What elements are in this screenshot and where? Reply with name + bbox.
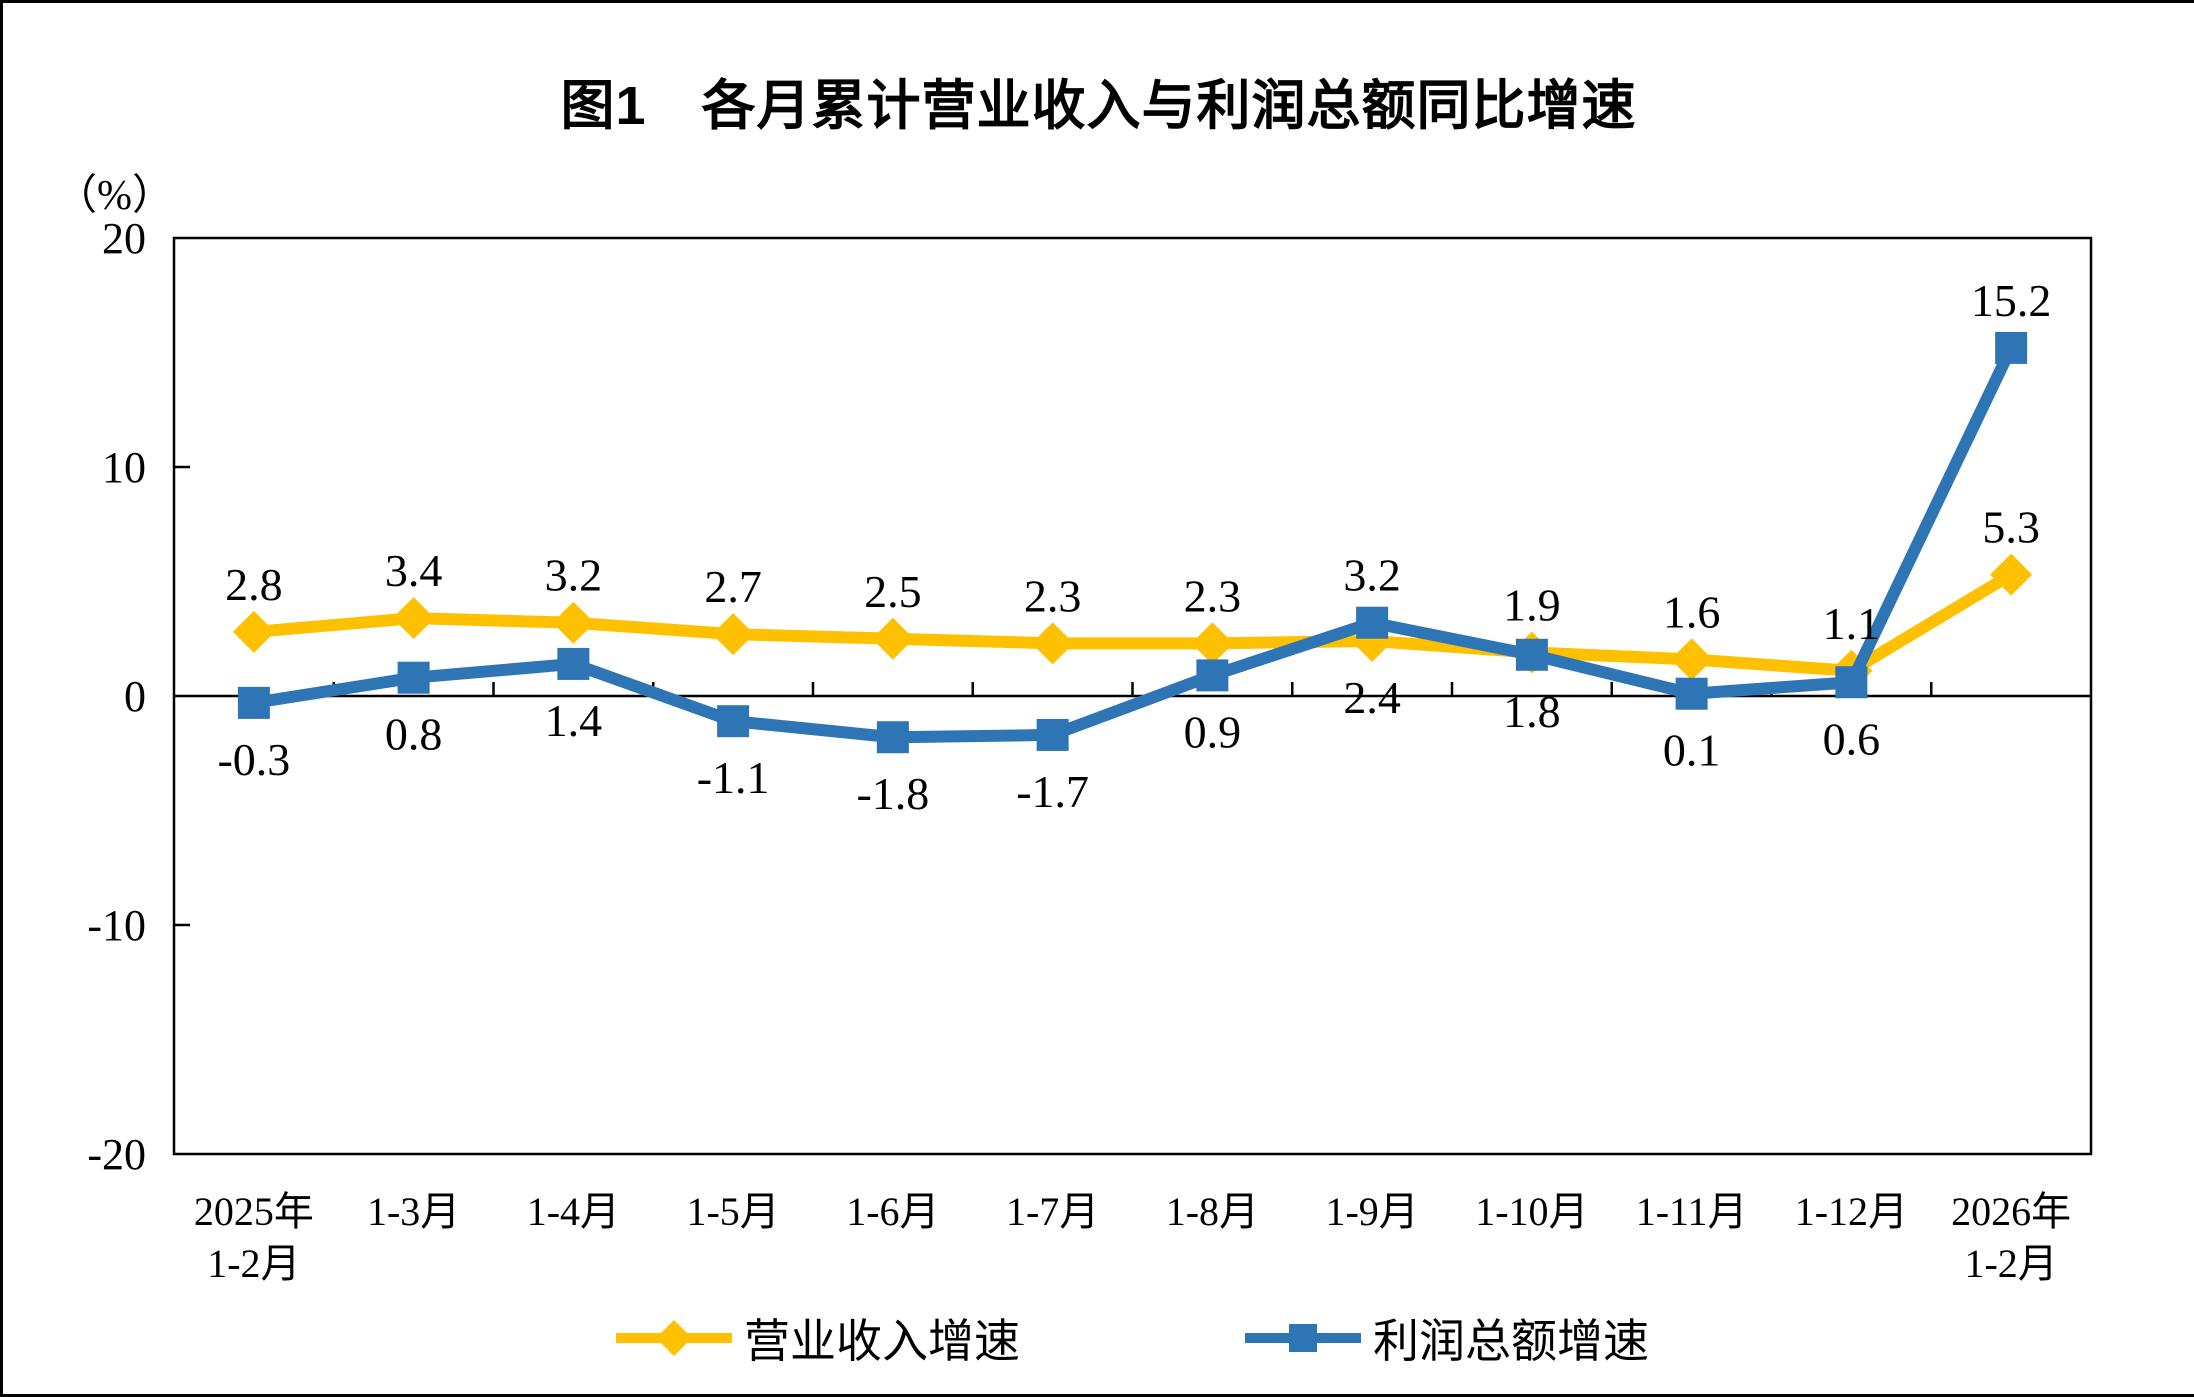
diamond-marker xyxy=(712,613,755,656)
square-marker xyxy=(1196,659,1229,692)
legend-square-marker xyxy=(1289,1324,1317,1352)
data-label: -0.3 xyxy=(217,734,290,785)
square-marker xyxy=(717,705,750,738)
legend-label-profit: 利润总额增速 xyxy=(1373,1316,1649,1367)
square-marker xyxy=(397,661,430,694)
legend-label-revenue: 营业收入增速 xyxy=(744,1316,1020,1367)
diamond-marker xyxy=(1191,622,1234,665)
x-axis-category-label: 1-12月 xyxy=(1795,1189,1908,1234)
diamond-marker xyxy=(552,601,595,644)
data-label: 2.5 xyxy=(864,566,922,617)
diamond-marker xyxy=(1990,553,2033,596)
y-axis-tick-label: 10 xyxy=(102,443,146,492)
diamond-marker xyxy=(871,617,914,660)
diamond-marker xyxy=(1670,638,1713,681)
data-label: 0.1 xyxy=(1663,725,1721,776)
x-axis-category-label: 1-11月 xyxy=(1636,1189,1748,1234)
data-label: 1.8 xyxy=(1503,686,1561,737)
x-axis-category-label: 1-5月 xyxy=(686,1189,779,1234)
y-axis-tick-label: 0 xyxy=(124,672,146,721)
x-axis-category-label: 1-8月 xyxy=(1166,1189,1259,1234)
diamond-marker xyxy=(1031,622,1074,665)
square-marker xyxy=(1835,666,1868,699)
square-marker xyxy=(1515,638,1548,671)
square-marker xyxy=(876,721,909,754)
series-line-0 xyxy=(247,568,2018,677)
data-label: 0.6 xyxy=(1823,713,1881,764)
data-label: 1.4 xyxy=(545,695,603,746)
data-label: -1.1 xyxy=(697,752,770,803)
data-label: 2.7 xyxy=(704,561,762,612)
data-label: 1.6 xyxy=(1663,586,1721,637)
revenue-series-marker-icon xyxy=(616,1320,732,1356)
diamond-marker xyxy=(232,610,275,653)
diamond-marker xyxy=(392,597,435,640)
square-marker xyxy=(1995,331,2028,364)
profit-series-marker-icon xyxy=(1245,1324,1361,1352)
series-line-1 xyxy=(247,341,2018,744)
data-label: 2.3 xyxy=(1184,570,1242,621)
x-axis-category-label: 1-6月 xyxy=(846,1189,939,1234)
square-marker xyxy=(1675,677,1708,710)
y-axis-tick-label: -20 xyxy=(87,1130,146,1179)
x-axis-category-label: 1-2月 xyxy=(207,1241,300,1286)
chart-title: 图1 各月累计营业收入与利润总额同比增速 xyxy=(560,76,1637,136)
data-label: 5.3 xyxy=(1982,502,2040,553)
data-label: 1.1 xyxy=(1823,598,1881,649)
x-axis-category-label: 1-7月 xyxy=(1006,1189,1099,1234)
legend-item-revenue: 营业收入增速 xyxy=(616,1305,1020,1371)
square-marker xyxy=(1356,606,1389,639)
y-axis-tick-label: 20 xyxy=(102,214,146,263)
y-axis-unit-label: （%） xyxy=(55,173,174,219)
y-axis-tick-label: -10 xyxy=(87,901,146,950)
data-label: 2.8 xyxy=(225,559,283,610)
data-label: 0.9 xyxy=(1184,706,1242,757)
data-label: -1.8 xyxy=(856,768,929,819)
x-axis-category-label: 2025年 xyxy=(194,1189,314,1234)
data-label: 3.2 xyxy=(545,550,603,601)
data-label: 15.2 xyxy=(1971,275,2052,326)
data-label: 3.4 xyxy=(385,545,443,596)
data-label: 2.4 xyxy=(1343,672,1401,723)
data-label: -1.7 xyxy=(1016,766,1089,817)
square-marker xyxy=(1036,718,1069,751)
x-axis-category-label: 1-9月 xyxy=(1325,1189,1418,1234)
data-label: 3.2 xyxy=(1343,550,1401,601)
legend: 营业收入增速 利润总额增速 xyxy=(174,1305,2091,1371)
square-marker xyxy=(557,647,590,680)
x-axis-category-label: 1-2月 xyxy=(1964,1241,2057,1286)
line-chart: 20 10 0 -10 -20 2025年 1-2月 1-3月 1-4月 1-5月 1-6月 1-7月… xyxy=(87,214,2093,1286)
legend-diamond-marker xyxy=(656,1320,692,1356)
data-label: 2.3 xyxy=(1024,570,1082,621)
x-axis-category-label: 2026年 xyxy=(1951,1189,2071,1234)
data-label: 0.8 xyxy=(385,709,443,760)
legend-item-profit: 利润总额增速 xyxy=(1245,1305,1649,1371)
x-axis-category-label: 1-4月 xyxy=(527,1189,620,1234)
data-label: 1.9 xyxy=(1503,579,1561,630)
x-axis-category-label: 1-3月 xyxy=(367,1189,460,1234)
square-marker xyxy=(237,686,270,719)
x-axis-category-label: 1-10月 xyxy=(1475,1189,1588,1234)
